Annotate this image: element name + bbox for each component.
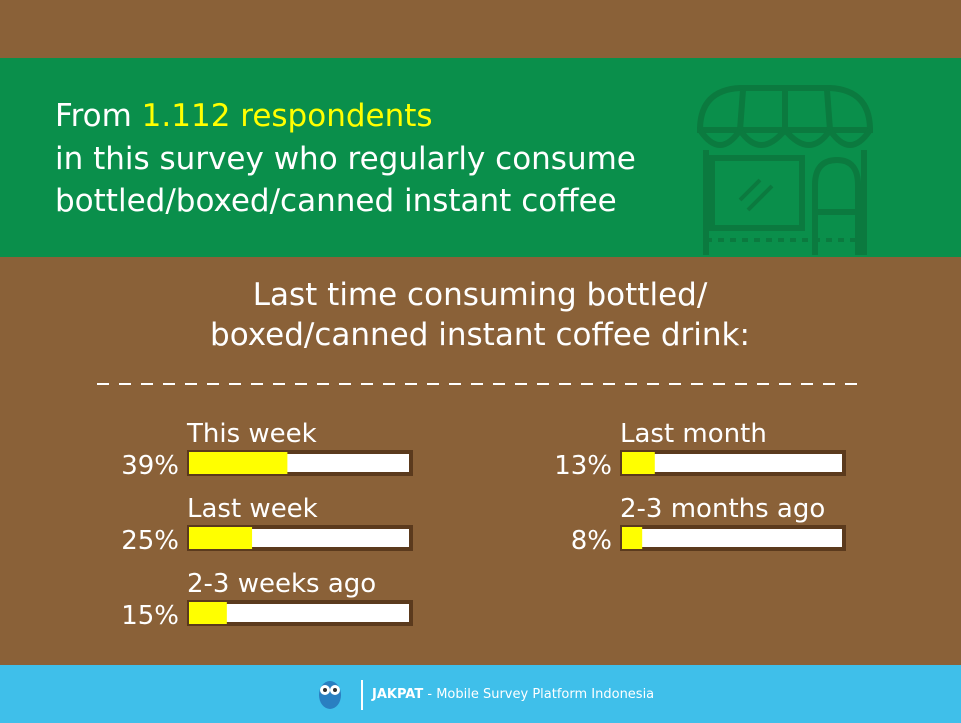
category-label: Last week bbox=[187, 494, 318, 524]
header-prefix: From bbox=[55, 98, 132, 134]
chart-title: Last time consuming bottled/ bbox=[253, 277, 708, 313]
footer-tagline: - Mobile Survey Platform Indonesia bbox=[427, 687, 654, 702]
value-label: 39% bbox=[121, 451, 179, 481]
value-label: 8% bbox=[571, 526, 612, 556]
bar bbox=[622, 452, 655, 474]
header-line: bottled/boxed/canned instant coffee bbox=[55, 183, 617, 219]
category-label: 2-3 months ago bbox=[620, 494, 825, 524]
bar bbox=[189, 602, 227, 624]
store-icon bbox=[696, 85, 874, 255]
value-label: 13% bbox=[554, 451, 612, 481]
category-label: This week bbox=[186, 419, 317, 449]
category-label: Last month bbox=[620, 419, 767, 449]
bar bbox=[189, 527, 253, 549]
footer-text: JAKPAT - Mobile Survey Platform Indonesi… bbox=[371, 687, 654, 702]
value-label: 25% bbox=[121, 526, 179, 556]
header-highlight: 1.112 respondents bbox=[142, 98, 433, 134]
bar-track bbox=[620, 525, 846, 551]
bar-track bbox=[620, 450, 846, 476]
bar bbox=[622, 527, 643, 549]
chart-title: boxed/canned instant coffee drink: bbox=[210, 317, 750, 353]
header-line: From 1.112 respondents bbox=[55, 98, 433, 134]
value-label: 15% bbox=[121, 601, 179, 631]
header-line: in this survey who regularly consume bbox=[55, 141, 636, 177]
footer-band bbox=[0, 665, 961, 723]
logo bbox=[319, 680, 363, 710]
footer-brand: JAKPAT bbox=[371, 687, 423, 702]
bar bbox=[189, 452, 288, 474]
category-label: 2-3 weeks ago bbox=[187, 569, 376, 599]
